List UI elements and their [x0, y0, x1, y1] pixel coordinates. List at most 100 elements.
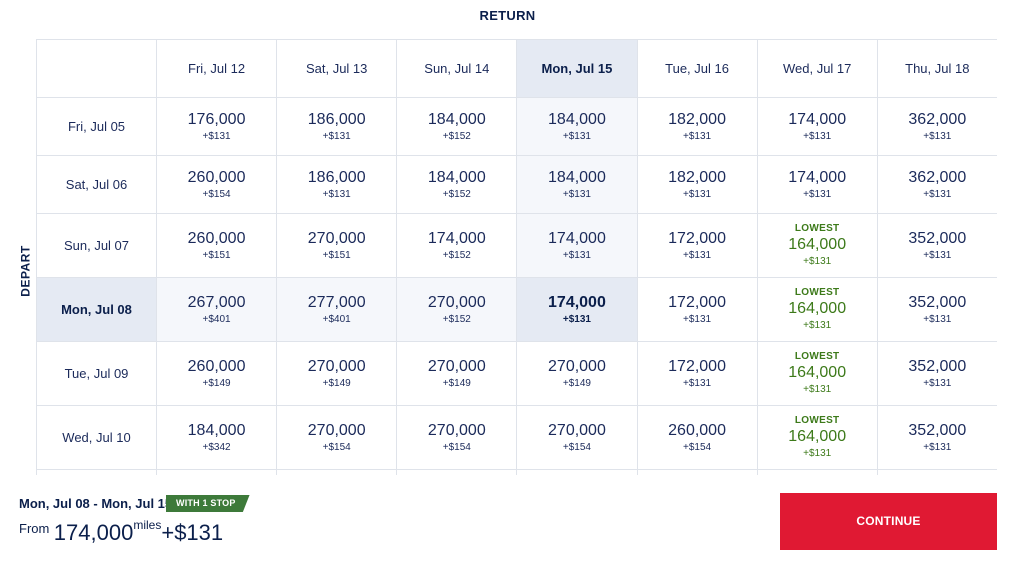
- depart-date-header: Fri, Jul 05: [36, 97, 157, 156]
- fare-cell[interactable]: 174,000 +$131: [756, 97, 878, 156]
- fare-cell[interactable]: [396, 469, 518, 475]
- fare-cell[interactable]: 172,000 +$131: [636, 213, 758, 278]
- price-summary: From 174,000miles+$131: [19, 518, 223, 546]
- fare-cell[interactable]: 362,000 +$131: [876, 155, 997, 214]
- fare-miles: 260,000: [187, 229, 246, 247]
- fare-cell[interactable]: LOWEST 164,000 +$131: [756, 277, 878, 342]
- fare-fee: +$401: [202, 313, 231, 325]
- fare-miles: 270,000: [307, 357, 366, 375]
- fare-cell[interactable]: 174,000 +$152: [396, 213, 518, 278]
- fare-fee: +$131: [322, 188, 351, 200]
- fare-cell[interactable]: 352,000 +$131: [876, 213, 997, 278]
- from-label: From: [19, 521, 50, 536]
- fare-cell[interactable]: 176,000 +$131: [155, 97, 278, 156]
- fare-cell[interactable]: 172,000 +$131: [636, 341, 758, 406]
- fare-fee: +$154: [562, 441, 591, 453]
- fare-cell[interactable]: [516, 469, 638, 475]
- fare-miles: 186,000: [307, 110, 366, 128]
- fare-fee: +$131: [803, 188, 832, 200]
- fare-cell[interactable]: 174,000 +$131: [756, 155, 878, 214]
- lowest-fare-label: LOWEST: [794, 415, 840, 426]
- depart-date-header: [36, 469, 157, 475]
- fare-miles: 174,000: [788, 168, 847, 186]
- fare-fee: +$131: [923, 313, 952, 325]
- summary-miles: 174,000: [53, 520, 134, 545]
- fare-cell[interactable]: 260,000 +$149: [155, 341, 278, 406]
- fare-cell[interactable]: 270,000 +$154: [276, 405, 398, 470]
- fare-miles: 174,000: [427, 229, 486, 247]
- fare-cell[interactable]: [876, 469, 997, 475]
- fare-cell[interactable]: [636, 469, 758, 475]
- fare-cell[interactable]: 267,000 +$401: [155, 277, 278, 342]
- fare-cell[interactable]: [756, 469, 878, 475]
- fare-miles: 270,000: [427, 421, 486, 439]
- miles-unit-label: miles: [133, 518, 162, 532]
- fare-cell[interactable]: 184,000 +$152: [396, 97, 518, 156]
- fare-cell[interactable]: 184,000 +$342: [155, 405, 278, 470]
- fare-cell[interactable]: 260,000 +$151: [155, 213, 278, 278]
- fare-cell[interactable]: 277,000 +$401: [276, 277, 398, 342]
- fare-fee: +$131: [803, 256, 832, 267]
- fare-cell[interactable]: 184,000 +$152: [396, 155, 518, 214]
- fare-cell[interactable]: LOWEST 164,000 +$131: [756, 213, 878, 278]
- fare-cell[interactable]: [155, 469, 278, 475]
- fare-fee: +$154: [442, 441, 471, 453]
- return-axis-title: RETURN: [479, 8, 536, 23]
- return-date-header: Tue, Jul 16: [636, 39, 758, 98]
- fare-table: Fri, Jul 12 Sat, Jul 13 Sun, Jul 14 Mon,…: [36, 39, 997, 475]
- fare-cell[interactable]: 352,000 +$131: [876, 405, 997, 470]
- fare-fee: +$131: [322, 130, 351, 142]
- fare-cell[interactable]: 270,000 +$152: [396, 277, 518, 342]
- fare-cell[interactable]: 172,000 +$131: [636, 277, 758, 342]
- fare-cell[interactable]: 270,000 +$149: [396, 341, 518, 406]
- fare-cell[interactable]: 270,000 +$151: [276, 213, 398, 278]
- fare-miles: 184,000: [187, 421, 246, 439]
- fare-cell[interactable]: 270,000 +$149: [276, 341, 398, 406]
- fare-fee: +$131: [803, 448, 832, 459]
- fare-cell[interactable]: 182,000 +$131: [636, 97, 758, 156]
- fare-miles: 270,000: [548, 357, 606, 375]
- fare-cell[interactable]: LOWEST 164,000 +$131: [756, 341, 878, 406]
- fare-cell[interactable]: LOWEST 164,000 +$131: [756, 405, 878, 470]
- fare-miles: 184,000: [427, 110, 486, 128]
- fare-miles: 182,000: [668, 168, 726, 186]
- fare-cell[interactable]: 174,000 +$131: [516, 277, 638, 342]
- fare-miles: 182,000: [668, 110, 726, 128]
- fare-miles: 176,000: [187, 110, 246, 128]
- depart-row-partial: [36, 469, 997, 475]
- fare-miles: 164,000: [788, 428, 847, 445]
- depart-date-header: Wed, Jul 10: [36, 405, 157, 470]
- fare-fee: +$131: [923, 130, 952, 142]
- return-dates-header-row: Fri, Jul 12 Sat, Jul 13 Sun, Jul 14 Mon,…: [36, 39, 997, 98]
- fare-fee: +$131: [803, 130, 832, 142]
- fare-miles: 362,000: [908, 168, 967, 186]
- fare-cell[interactable]: 174,000 +$131: [516, 213, 638, 278]
- fare-miles: 184,000: [548, 168, 606, 186]
- fare-cell[interactable]: [276, 469, 398, 475]
- fare-miles: 174,000: [548, 293, 606, 311]
- fare-cell[interactable]: 182,000 +$131: [636, 155, 758, 214]
- fare-cell[interactable]: 352,000 +$131: [876, 277, 997, 342]
- return-date-header: Wed, Jul 17: [756, 39, 878, 98]
- fare-miles: 184,000: [427, 168, 486, 186]
- fare-miles: 270,000: [307, 229, 366, 247]
- return-date-header: Thu, Jul 18: [876, 39, 997, 98]
- depart-row: Mon, Jul 08 267,000 +$401 277,000 +$401 270,0…: [36, 277, 997, 342]
- fare-cell[interactable]: 186,000 +$131: [276, 97, 398, 156]
- fare-cell[interactable]: 270,000 +$149: [516, 341, 638, 406]
- fare-miles: 184,000: [548, 110, 606, 128]
- fare-cell[interactable]: 186,000 +$131: [276, 155, 398, 214]
- fare-cell[interactable]: 184,000 +$131: [516, 155, 638, 214]
- fare-miles: 174,000: [788, 110, 847, 128]
- fare-cell[interactable]: 362,000 +$131: [876, 97, 997, 156]
- continue-button[interactable]: CONTINUE: [780, 493, 997, 550]
- fare-cell[interactable]: 260,000 +$154: [636, 405, 758, 470]
- fare-cell[interactable]: 270,000 +$154: [516, 405, 638, 470]
- fare-miles: 164,000: [788, 364, 847, 381]
- fare-cell[interactable]: 270,000 +$154: [396, 405, 518, 470]
- fare-cell[interactable]: 260,000 +$154: [155, 155, 278, 214]
- fare-cell[interactable]: 352,000 +$131: [876, 341, 997, 406]
- fare-fee: +$152: [442, 188, 471, 200]
- fare-cell[interactable]: 184,000 +$131: [516, 97, 638, 156]
- fare-miles: 352,000: [908, 293, 967, 311]
